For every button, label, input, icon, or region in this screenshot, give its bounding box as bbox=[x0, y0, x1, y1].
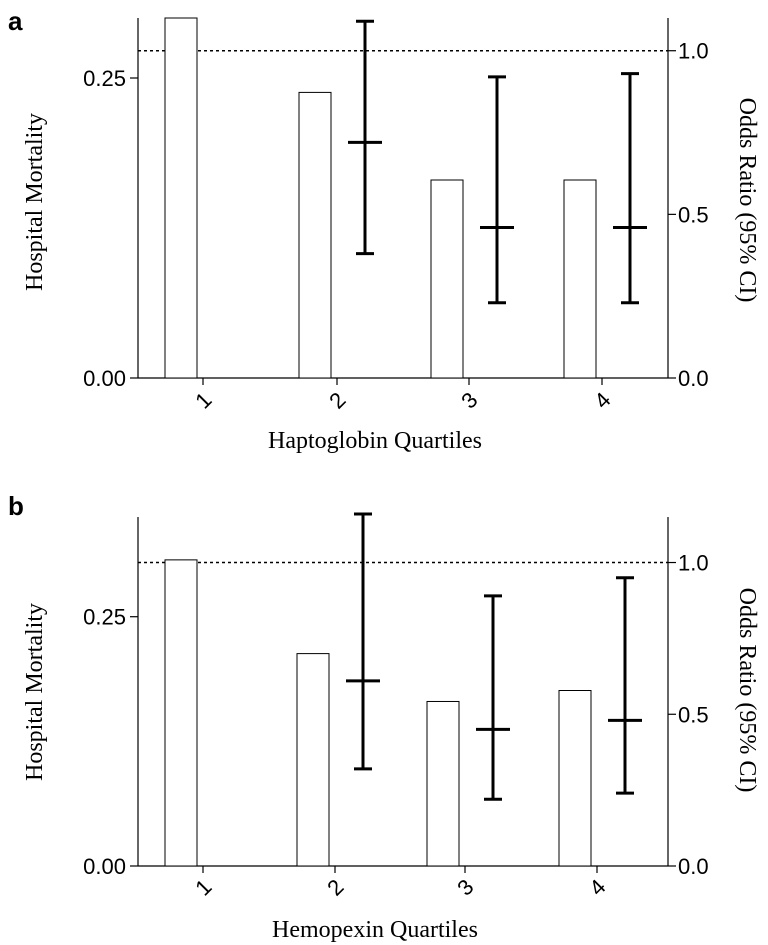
y-axis-title-left: Hospital Mortality bbox=[22, 113, 48, 291]
bar bbox=[563, 179, 597, 379]
bar bbox=[430, 179, 464, 379]
bar bbox=[558, 690, 592, 867]
x-tick-label: 1 bbox=[190, 874, 216, 900]
x-axis-title: Haptoglobin Quartiles bbox=[268, 428, 482, 454]
y-tick-label-right: 0.0 bbox=[678, 366, 709, 391]
y-tick-label-right: 0.5 bbox=[678, 202, 709, 227]
x-tick-label: 4 bbox=[584, 874, 610, 900]
y-axis-title-right: Odds Ratio (95% CI) bbox=[734, 588, 760, 793]
y-tick-label-left: 0.25 bbox=[83, 66, 126, 91]
y-tick-label-right: 1.0 bbox=[678, 551, 709, 576]
panel-letter: a bbox=[8, 6, 23, 36]
bar bbox=[164, 17, 198, 379]
x-tick-label: 2 bbox=[324, 387, 350, 413]
y-tick-label-right: 0.5 bbox=[678, 702, 709, 727]
bar bbox=[426, 700, 460, 867]
panel-letter: b bbox=[8, 491, 24, 521]
y-axis-title-left: Hospital Mortality bbox=[22, 603, 48, 781]
bar bbox=[298, 91, 332, 379]
y-tick-label-left: 0.25 bbox=[83, 605, 126, 630]
panel-b: b 0.00 0.25 0.0 0.5 1.0 1 2 3 4 Hemopexin Quarti… bbox=[8, 491, 760, 943]
x-tick-label: 4 bbox=[589, 387, 615, 413]
bar bbox=[164, 559, 198, 867]
panel-a: a 0.00 0.25 0.0 0.5 1.0 1 2 3 4 Haptoglobin Quar… bbox=[8, 6, 760, 454]
x-tick-label: 1 bbox=[190, 387, 216, 413]
x-tick-label: 3 bbox=[456, 387, 482, 413]
x-tick-label: 2 bbox=[322, 874, 348, 900]
y-axis-title-right: Odds Ratio (95% CI) bbox=[734, 98, 760, 303]
x-tick-label: 3 bbox=[452, 874, 478, 900]
y-tick-label-left: 0.00 bbox=[83, 854, 126, 879]
y-tick-label-left: 0.00 bbox=[83, 366, 126, 391]
y-tick-label-right: 1.0 bbox=[678, 39, 709, 64]
x-axis-title: Hemopexin Quartiles bbox=[272, 917, 478, 943]
y-tick-label-right: 0.0 bbox=[678, 854, 709, 879]
bar bbox=[296, 653, 330, 867]
